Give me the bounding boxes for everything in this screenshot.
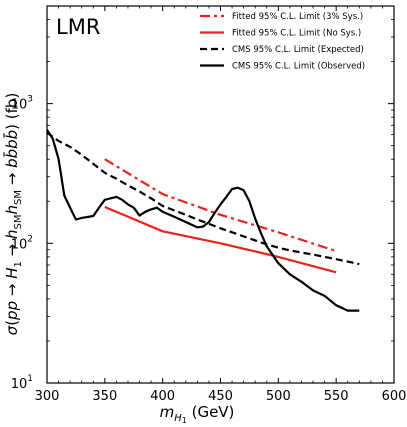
x-tick-label: 450 xyxy=(208,389,233,404)
series-line-2 xyxy=(104,205,337,274)
series-line-4 xyxy=(46,129,360,312)
series-layer xyxy=(46,129,360,312)
x-tick-label: 500 xyxy=(266,389,291,404)
x-tick-label: 400 xyxy=(150,389,175,404)
x-tick-label: 350 xyxy=(92,389,117,404)
legend-label: Fitted 95% C.L. Limit (3% Sys.) xyxy=(232,12,363,22)
legend: Fitted 95% C.L. Limit (3% Sys.) Fitted 95… xyxy=(200,12,365,72)
y-axis-label: σ(pp → H1 → hSMhSM → bb̄bb̄) (fb) xyxy=(2,93,24,336)
legend-label: CMS 95% C.L. Limit (Expected) xyxy=(232,45,364,55)
x-tick-label: 550 xyxy=(324,389,349,404)
legend-label: Fitted 95% C.L. Limit (No Sys.) xyxy=(232,29,361,39)
x-tick-label: 300 xyxy=(35,389,60,404)
x-axis-label: mH1 (GeV) xyxy=(160,403,235,425)
region-label: LMR xyxy=(56,15,100,39)
series-line-3 xyxy=(46,131,360,266)
series-line-1 xyxy=(104,158,337,253)
x-tick-label: 600 xyxy=(382,389,407,404)
legend-label: CMS 95% C.L. Limit (Observed) xyxy=(232,62,365,72)
